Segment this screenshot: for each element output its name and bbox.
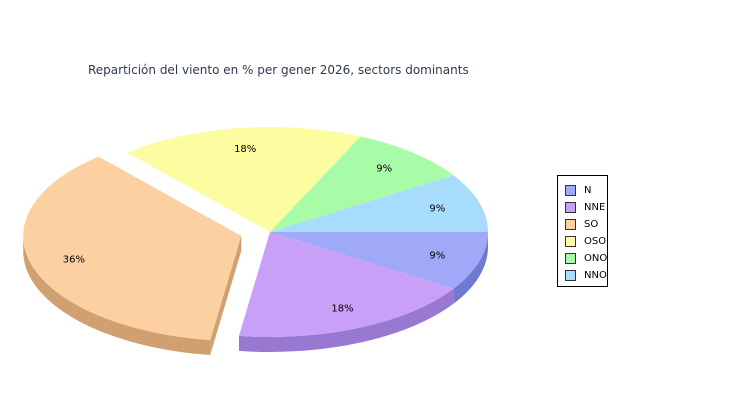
slice-nno (270, 175, 488, 232)
slice-side-nne (238, 288, 454, 352)
slice-side-so (23, 236, 211, 356)
legend-label: OSO (584, 236, 607, 247)
legend-swatch (565, 253, 576, 264)
legend-swatch (565, 270, 576, 281)
slice-nne (238, 232, 454, 337)
slice-label-nne: 18% (331, 303, 353, 314)
slice-n (270, 232, 488, 289)
slice-wall-so-0 (210, 236, 242, 356)
legend-item-nne: NNE (565, 199, 607, 216)
slice-ono (270, 136, 454, 232)
slice-oso (127, 127, 361, 232)
legend-label: ONO (584, 253, 608, 264)
legend-label: NNE (584, 202, 606, 213)
legend-swatch (565, 185, 576, 196)
legend-item-n: N (565, 182, 607, 199)
legend-item-oso: OSO (565, 233, 607, 250)
legend-swatch (565, 202, 576, 213)
legend-swatch (565, 236, 576, 247)
legend-label: N (584, 185, 592, 196)
legend-item-ono: ONO (565, 250, 607, 267)
legend-label: NNO (584, 270, 607, 281)
legend-swatch (565, 219, 576, 230)
slice-label-so: 36% (63, 255, 85, 266)
chart-title: Repartición del viento en % per gener 20… (88, 63, 469, 77)
legend-label: SO (584, 219, 599, 230)
slice-so (23, 156, 242, 341)
slice-label-n: 9% (429, 251, 445, 262)
slice-label-nno: 9% (429, 203, 445, 214)
legend: N NNE SO OSO ONO NNO (557, 175, 608, 287)
slice-label-oso: 18% (234, 144, 256, 155)
slice-label-ono: 9% (376, 164, 392, 175)
legend-item-nno: NNO (565, 267, 607, 284)
slice-side-n (453, 232, 488, 304)
legend-item-so: SO (565, 216, 607, 233)
